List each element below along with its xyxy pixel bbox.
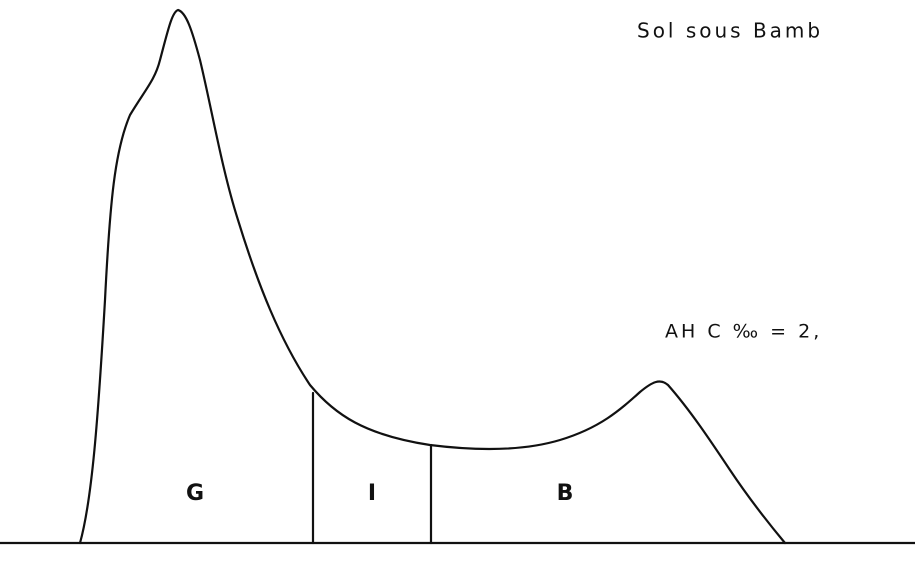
zone-label: I bbox=[368, 481, 376, 506]
annotation: AH C ‰ = 2, bbox=[665, 321, 822, 343]
title: Sol sous Bamb bbox=[637, 19, 823, 43]
zone-label: B bbox=[557, 481, 574, 506]
curve bbox=[78, 8, 787, 545]
zone-label: G bbox=[186, 481, 204, 506]
